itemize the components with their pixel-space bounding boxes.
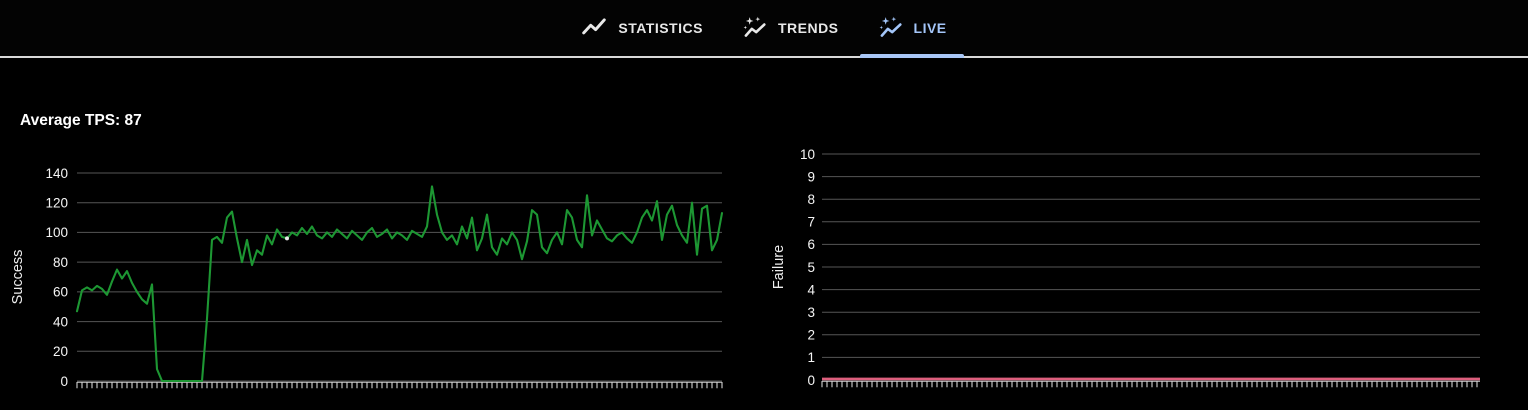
success-y-tick-label: 100 [45,225,68,240]
average-tps-title: Average TPS: 87 [20,112,142,129]
failure-y-tick-label: 8 [807,192,815,207]
success-y-tick-label: 20 [53,344,68,359]
success-y-tick-label: 0 [60,374,68,389]
failure-x-axis-ticks [821,381,1478,388]
failure-y-tick-label: 10 [800,147,815,162]
tab-live[interactable]: LIVE [858,0,966,58]
success-chart: 0 20 40 60 80 100 120 140 Success [10,166,724,389]
failure-y-tick-label: 0 [807,373,815,388]
failure-y-tick-label: 4 [807,282,815,297]
failure-y-tick-label: 9 [807,169,815,184]
success-y-tick-label: 140 [45,166,68,181]
success-y-tick-label: 60 [53,285,68,300]
tab-statistics[interactable]: STATISTICS [562,0,722,56]
tab-bar: STATISTICS TRENDS LIVE [0,0,1528,58]
failure-y-tick-label: 5 [807,260,815,275]
failure-y-tick-label: 3 [807,305,815,320]
success-series-line [75,185,724,383]
failure-y-axis-title: Failure [771,245,787,289]
success-y-axis-title: Success [10,250,26,305]
success-y-tick-label: 80 [53,255,68,270]
live-trend-sparkles-icon [877,15,903,41]
success-y-tick-label: 40 [53,314,68,329]
success-y-tick-label: 120 [45,196,68,211]
tab-trends[interactable]: TRENDS [722,0,858,56]
statistics-line-chart-icon [581,15,607,41]
active-tab-indicator [859,54,964,58]
success-x-axis-ticks [76,382,723,389]
tab-label-live: LIVE [913,20,947,36]
failure-y-tick-label: 7 [807,215,815,230]
failure-chart: 0 1 2 3 4 5 6 7 8 9 10 Failure [771,147,1480,388]
tab-label-statistics: STATISTICS [618,20,703,36]
trends-trend-sparkles-icon [741,15,767,41]
failure-y-tick-label: 6 [807,237,815,252]
success-point-marker [285,236,289,241]
tab-label-trends: TRENDS [777,20,839,36]
failure-y-tick-label: 1 [807,350,815,365]
failure-y-tick-label: 2 [807,328,815,343]
